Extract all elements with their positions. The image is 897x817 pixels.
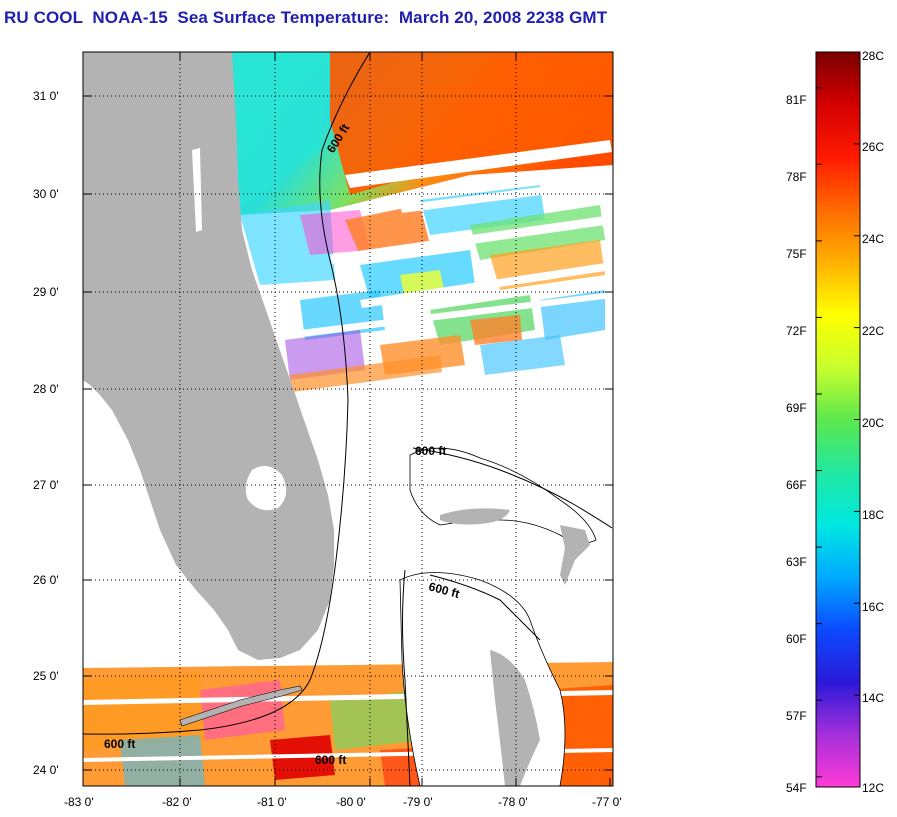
cloud-streaks bbox=[300, 140, 612, 337]
lat-tick-label: 24 0' bbox=[33, 763, 59, 777]
sst-cool-shelf bbox=[232, 52, 330, 210]
fahrenheit-label: 81F bbox=[786, 93, 807, 107]
celsius-label: 18C bbox=[862, 508, 884, 522]
lat-tick-label: 28 0' bbox=[33, 382, 59, 396]
lon-tick-label: -81 0' bbox=[257, 795, 287, 809]
lon-tick-label: -80 0' bbox=[336, 795, 366, 809]
fahrenheit-label: 57F bbox=[786, 709, 807, 723]
fahrenheit-label: 75F bbox=[786, 247, 807, 261]
grand-bahama-island bbox=[440, 508, 510, 525]
abaco-island bbox=[560, 525, 590, 585]
coastal-strip bbox=[192, 148, 202, 232]
celsius-label: 14C bbox=[862, 691, 884, 705]
lon-tick-label: -83 0' bbox=[64, 795, 94, 809]
lon-tick-label: -82 0' bbox=[162, 795, 192, 809]
fahrenheit-label: 54F bbox=[786, 781, 807, 795]
isobath-label: 600 ft bbox=[104, 737, 135, 751]
lon-tick-label: -77 0' bbox=[592, 795, 622, 809]
lat-tick-label: 26 0' bbox=[33, 573, 59, 587]
celsius-label: 24C bbox=[862, 232, 884, 246]
isobath-lines bbox=[83, 52, 613, 786]
lat-tick-label: 27 0' bbox=[33, 478, 59, 492]
fahrenheit-label: 72F bbox=[786, 324, 807, 338]
lat-tick-label: 31 0' bbox=[33, 89, 59, 103]
fahrenheit-label: 60F bbox=[786, 632, 807, 646]
celsius-label: 12C bbox=[862, 781, 884, 795]
isobath-label: 600 ft bbox=[315, 753, 346, 767]
lon-tick-label: -78 0' bbox=[498, 795, 528, 809]
celsius-label: 26C bbox=[862, 140, 884, 154]
fahrenheit-label: 66F bbox=[786, 478, 807, 492]
color-scale-ticks bbox=[816, 51, 860, 788]
fahrenheit-label: 63F bbox=[786, 555, 807, 569]
isobath-label: 600 ft bbox=[415, 444, 446, 458]
florida-keys bbox=[179, 685, 303, 727]
celsius-labels: 28C 26C 24C 22C 20C 18C 16C 14C 12C bbox=[862, 49, 884, 795]
fahrenheit-label: 78F bbox=[786, 170, 807, 184]
celsius-label: 28C bbox=[862, 49, 884, 63]
fahrenheit-label: 69F bbox=[786, 401, 807, 415]
lat-tick-label: 29 0' bbox=[33, 285, 59, 299]
graticule bbox=[83, 52, 613, 786]
lat-tick-label: 25 0' bbox=[33, 669, 59, 683]
celsius-label: 16C bbox=[862, 600, 884, 614]
sst-map: 600 ft 600 ft 600 ft 600 ft 600 ft bbox=[33, 51, 622, 809]
sst-map-svg: 600 ft 600 ft 600 ft 600 ft 600 ft bbox=[33, 51, 622, 809]
lake-okeechobee bbox=[245, 466, 287, 511]
axis-ticks bbox=[82, 52, 613, 786]
sst-warm-core bbox=[330, 52, 613, 195]
lat-tick-label: 30 0' bbox=[33, 187, 59, 201]
lon-tick-label: -79 0' bbox=[403, 795, 433, 809]
andros-island bbox=[490, 650, 540, 786]
celsius-label: 20C bbox=[862, 416, 884, 430]
celsius-label: 22C bbox=[862, 324, 884, 338]
map-title: RU COOL NOAA-15 Sea Surface Temperature:… bbox=[4, 8, 608, 27]
map-frame bbox=[82, 51, 614, 787]
fahrenheit-labels: 81F 78F 75F 72F 69F 66F 63F 60F 57F 54F bbox=[786, 93, 807, 795]
color-scale: 81F 78F 75F 72F 69F 66F 63F 60F 57F 54F … bbox=[760, 40, 897, 810]
color-scale-svg: 81F 78F 75F 72F 69F 66F 63F 60F 57F 54F … bbox=[786, 49, 884, 795]
color-scale-bar bbox=[815, 51, 861, 788]
